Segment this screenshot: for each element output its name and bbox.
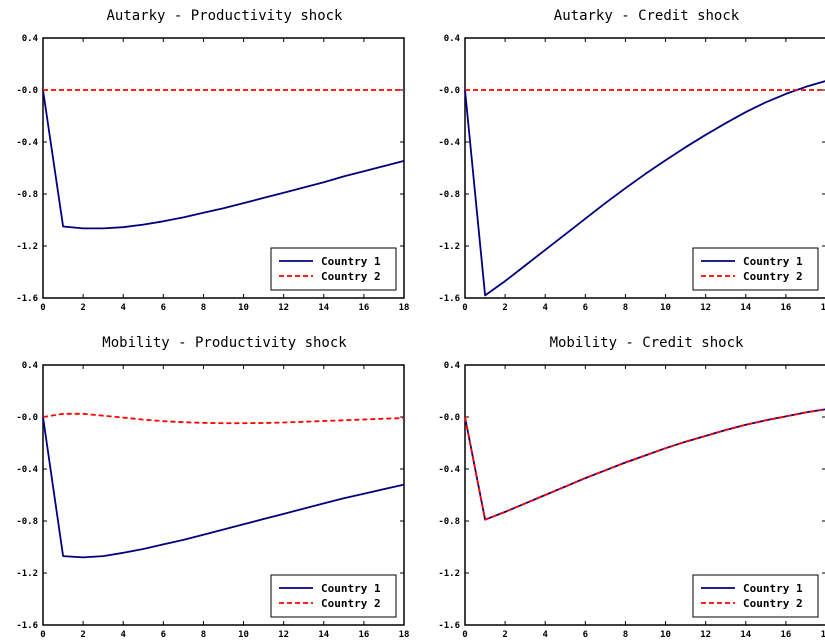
x-tick-label: 14 [318, 303, 329, 313]
legend-label: Country 2 [321, 270, 381, 283]
x-tick-label: 8 [623, 303, 628, 313]
y-tick-label: -0.8 [438, 517, 460, 527]
x-tick-label: 2 [80, 630, 85, 640]
legend: Country 1 Country 2 [270, 247, 397, 291]
x-tick-label: 2 [502, 303, 507, 313]
y-tick-label: -1.6 [438, 621, 460, 631]
x-tick-label: 6 [161, 630, 166, 640]
series-line-country-1 [42, 416, 405, 559]
legend-box [692, 574, 819, 618]
y-tick-label: -1.6 [438, 294, 460, 304]
y-tick-label: -0.0 [438, 413, 460, 423]
legend-label: Country 1 [321, 255, 381, 268]
y-tick-label: 0.4 [22, 34, 39, 44]
legend: Country 1 Country 2 [270, 574, 397, 618]
x-tick-label: 8 [623, 630, 628, 640]
y-tick-label: -1.2 [16, 569, 38, 579]
x-tick-label: 8 [201, 303, 206, 313]
x-tick-label: 4 [121, 303, 127, 313]
legend-label: Country 1 [743, 582, 803, 595]
x-tick-label: 10 [660, 630, 671, 640]
y-tick-label: 0.4 [22, 361, 39, 371]
y-tick-label: -1.2 [16, 242, 38, 252]
plot-frame [42, 37, 405, 299]
chart-panel-1: Autarky - Productivity shock 0 2 4 6 8 10 12 14 1… [16, 8, 409, 313]
legend-box [692, 247, 819, 291]
x-tick-label: 14 [740, 630, 751, 640]
chart-title: Mobility - Credit shock [550, 335, 744, 351]
x-tick-label: 12 [700, 630, 711, 640]
y-tick-label: 0.4 [444, 34, 461, 44]
y-tick-label: -0.4 [16, 465, 38, 475]
series-line-country-2 [464, 408, 825, 521]
x-tick-label: 0 [40, 303, 45, 313]
chart-title: Mobility - Productivity shock [102, 335, 347, 351]
x-tick-label: 6 [583, 630, 588, 640]
x-tick-label: 4 [543, 630, 549, 640]
x-tick-label: 18 [399, 303, 410, 313]
x-tick-label: 6 [161, 303, 166, 313]
y-tick-label: -0.0 [16, 413, 38, 423]
chart-panel-3: Mobility - Productivity shock 0 2 4 6 8 10 12 14… [16, 335, 409, 640]
x-tick-label: 18 [821, 630, 825, 640]
legend-label: Country 2 [743, 597, 803, 610]
legend-box [270, 574, 397, 618]
x-tick-label: 6 [583, 303, 588, 313]
chart-panel-4: Mobility - Credit shock 0 2 4 6 8 10 12 14 16 18 0.… [438, 335, 825, 640]
series-line-country-2 [42, 412, 405, 425]
y-tick-label: -0.4 [438, 138, 460, 148]
x-tick-label: 4 [121, 630, 127, 640]
plot-frame [464, 37, 825, 299]
x-tick-label: 12 [700, 303, 711, 313]
y-tick-label: -1.2 [438, 242, 460, 252]
legend-label: Country 2 [321, 597, 381, 610]
plot-frame [42, 364, 405, 626]
legend-label: Country 1 [743, 255, 803, 268]
x-tick-label: 18 [399, 630, 410, 640]
legend-box [270, 247, 397, 291]
x-tick-label: 0 [462, 303, 467, 313]
x-tick-label: 2 [502, 630, 507, 640]
series-line-country-1 [42, 89, 405, 230]
x-tick-label: 12 [278, 303, 289, 313]
x-tick-label: 16 [358, 630, 369, 640]
x-tick-label: 12 [278, 630, 289, 640]
y-tick-label: -0.4 [438, 465, 460, 475]
y-tick-label: 0.4 [444, 361, 461, 371]
y-tick-label: -0.4 [16, 138, 38, 148]
y-tick-label: -0.8 [16, 190, 38, 200]
y-tick-label: -1.2 [438, 569, 460, 579]
x-tick-label: 8 [201, 630, 206, 640]
x-tick-label: 10 [238, 303, 249, 313]
x-tick-label: 2 [80, 303, 85, 313]
x-tick-label: 14 [318, 630, 329, 640]
y-tick-label: -0.0 [438, 86, 460, 96]
x-tick-label: 16 [780, 630, 791, 640]
y-tick-label: -1.6 [16, 621, 38, 631]
x-tick-label: 16 [358, 303, 369, 313]
y-tick-label: -1.6 [16, 294, 38, 304]
x-tick-label: 10 [238, 630, 249, 640]
series-line-country-1 [464, 408, 825, 521]
legend-label: Country 1 [321, 582, 381, 595]
series-line-country-1 [464, 80, 825, 297]
x-tick-label: 4 [543, 303, 549, 313]
y-tick-label: -0.8 [438, 190, 460, 200]
x-tick-label: 18 [821, 303, 825, 313]
legend: Country 1 Country 2 [692, 574, 819, 618]
x-tick-label: 14 [740, 303, 751, 313]
x-tick-label: 10 [660, 303, 671, 313]
chart-panel-2: Autarky - Credit shock 0 2 4 6 8 10 12 14 16 18 0.4… [438, 8, 825, 313]
x-tick-label: 0 [40, 630, 45, 640]
chart-title: Autarky - Credit shock [554, 8, 740, 24]
y-tick-label: -0.8 [16, 517, 38, 527]
x-tick-label: 0 [462, 630, 467, 640]
chart-title: Autarky - Productivity shock [106, 8, 343, 24]
legend: Country 1 Country 2 [692, 247, 819, 291]
plot-frame [464, 364, 825, 626]
y-tick-label: -0.0 [16, 86, 38, 96]
x-tick-label: 16 [780, 303, 791, 313]
legend-label: Country 2 [743, 270, 803, 283]
